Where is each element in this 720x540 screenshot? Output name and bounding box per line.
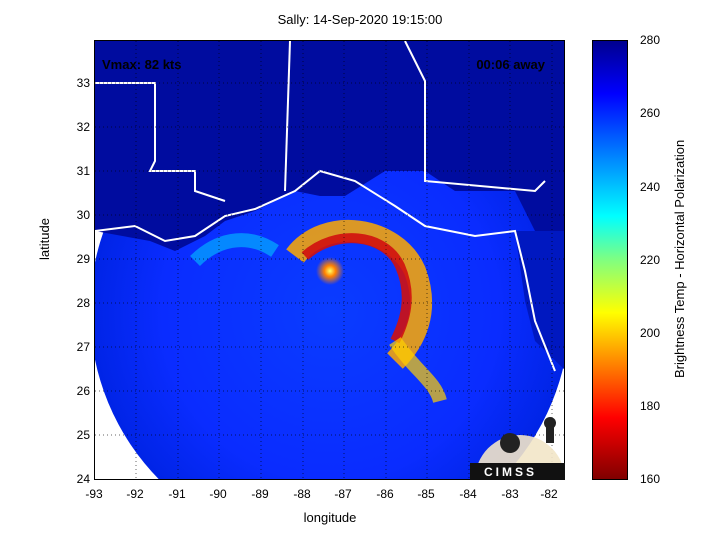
coastline xyxy=(95,169,556,372)
cimss-logo-text: CIMSS xyxy=(484,465,538,479)
x-tick-label: -87 xyxy=(334,487,352,501)
y-tick-label: 31 xyxy=(76,164,90,178)
colorbar-tick: 280 xyxy=(640,33,661,47)
y-tick-label: 26 xyxy=(76,384,90,398)
y-tick-label: 29 xyxy=(76,252,90,266)
colorbar-tick: 200 xyxy=(640,326,661,340)
colorbar-tick: 240 xyxy=(640,180,661,194)
x-tick-label: -93 xyxy=(85,487,103,501)
rainband-core xyxy=(301,233,412,344)
x-tick-label: -88 xyxy=(293,487,311,501)
outer-band xyxy=(190,233,279,267)
colorbar-tick: 160 xyxy=(640,472,661,486)
rainband-1 xyxy=(286,219,433,369)
colorbar-tick: 260 xyxy=(640,106,661,120)
x-tick-label: -82 xyxy=(540,487,558,501)
x-tick-label: -83 xyxy=(501,487,519,501)
x-tick-label: -84 xyxy=(459,487,477,501)
x-tick-label: -89 xyxy=(251,487,269,501)
plot-title: Sally: 14-Sep-2020 19:15:00 xyxy=(277,12,443,27)
storm-eye xyxy=(316,257,344,285)
y-tick-label: 33 xyxy=(76,76,90,90)
x-tick-label: -92 xyxy=(126,487,144,501)
colorbar-tick: 220 xyxy=(640,253,661,267)
rainband-2 xyxy=(389,337,447,404)
colorbar-label: Brightness Temp - Horizontal Polarizatio… xyxy=(672,139,687,378)
y-axis-label: latitude xyxy=(37,218,52,260)
state-border-al-ga xyxy=(404,41,546,193)
vmax-label: Vmax: 82 kts xyxy=(102,57,182,72)
y-tick-label: 27 xyxy=(76,340,90,354)
y-tick-label: 30 xyxy=(76,208,90,222)
x-tick-label: -86 xyxy=(376,487,394,501)
cimss-logo xyxy=(470,417,565,480)
grid xyxy=(95,41,564,479)
state-border-ms-al xyxy=(284,41,291,192)
map-plot-area xyxy=(94,40,565,480)
x-axis-label: longitude xyxy=(303,510,357,525)
colorbar xyxy=(592,40,628,480)
y-tick-label: 25 xyxy=(76,428,90,442)
map-svg xyxy=(95,41,564,479)
colorbar-tick: 180 xyxy=(640,399,661,413)
land-region xyxy=(95,41,564,251)
y-tick-label: 28 xyxy=(76,296,90,310)
x-tick-label: -90 xyxy=(209,487,227,501)
y-tick-label: 24 xyxy=(76,472,90,486)
x-tick-label: -91 xyxy=(168,487,186,501)
y-tick-label: 32 xyxy=(76,120,90,134)
x-tick-label: -85 xyxy=(417,487,435,501)
time-away-label: 00:06 away xyxy=(476,57,545,72)
